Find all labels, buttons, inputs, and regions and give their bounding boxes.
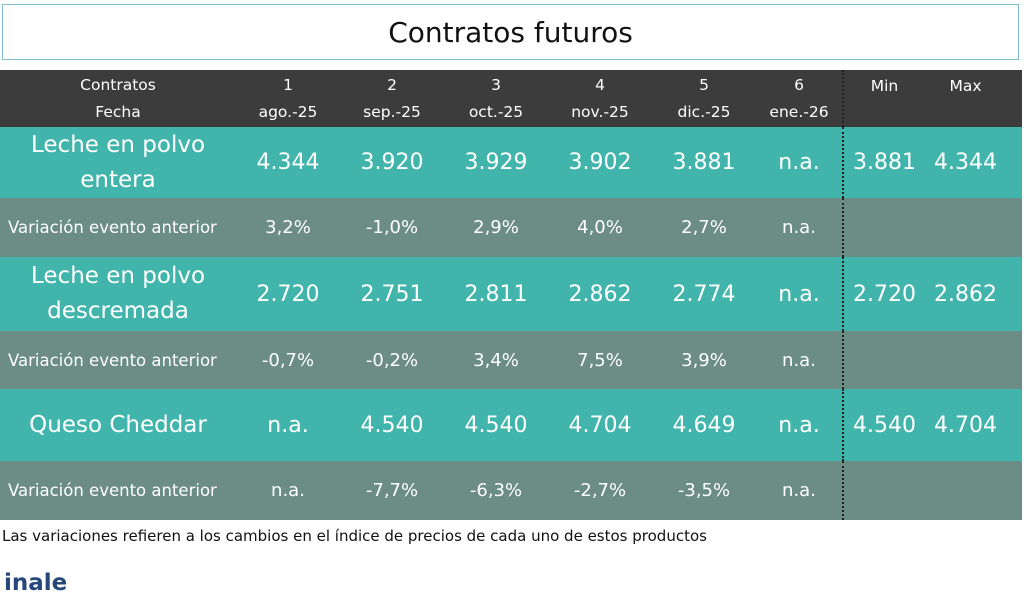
value-cell: 3,9%	[681, 349, 727, 371]
header-event-date: oct.-25	[468, 102, 524, 121]
value-cell: 3.920	[360, 150, 424, 175]
header-max: Max	[925, 70, 1006, 127]
value-cell: n.a.	[271, 480, 305, 501]
row-label: Variación evento anterior	[8, 218, 217, 237]
value-cell: -2,7%	[573, 480, 627, 501]
value-cell: 2.774	[672, 281, 736, 307]
max-cell	[925, 198, 1006, 257]
max-cell	[925, 331, 1006, 389]
header-event-num: 3	[491, 75, 501, 94]
header-event-1: 1 ago.-25	[236, 70, 340, 127]
header-min-label: Min	[870, 77, 899, 95]
value-cell: 4.540	[360, 412, 424, 438]
value-cell: 7,5%	[577, 349, 623, 371]
inale-logo: inale	[4, 570, 68, 596]
header-col-contratos: Contratos Fecha	[0, 70, 236, 127]
value-cell: n.a.	[756, 389, 844, 461]
header-event-date: nov.-25	[571, 102, 629, 121]
min-cell: 2.720	[853, 281, 916, 307]
value-cell: -0,2%	[365, 349, 419, 371]
value-cell: 3.881	[672, 150, 736, 175]
value-cell: 2.720	[256, 281, 320, 307]
value-cell: 2.751	[360, 281, 424, 307]
value-cell: 2,9%	[473, 217, 519, 238]
min-cell	[844, 461, 925, 520]
value-cell: -1,0%	[365, 217, 419, 238]
header-event-3: 3 oct.-25	[444, 70, 548, 127]
value-cell: n.a.	[267, 412, 309, 438]
header-event-num: 2	[387, 75, 397, 94]
value-cell: -7,7%	[365, 480, 419, 501]
header-event-date: sep.-25	[363, 102, 421, 121]
value-cell: 3.929	[464, 150, 528, 175]
min-cell	[844, 331, 925, 389]
header-event-4: 4 nov.-25	[548, 70, 652, 127]
value-cell: 3,4%	[473, 349, 519, 371]
table-row-queso-cheddar: Queso Cheddar n.a. 4.540 4.540 4.704 4.6…	[0, 389, 1022, 461]
header-event-date: ene.-26	[769, 102, 829, 121]
value-cell: n.a.	[756, 331, 844, 389]
max-cell: 4.344	[934, 150, 997, 175]
row-label: Leche en polvo entera	[30, 131, 206, 193]
header-label-fecha: Fecha	[95, 102, 141, 121]
header-event-num: 1	[283, 75, 293, 94]
value-cell: 3,2%	[265, 217, 311, 238]
row-label: Leche en polvo descremada	[30, 263, 206, 324]
header-event-date: ago.-25	[258, 102, 318, 121]
header-event-num: 5	[699, 75, 709, 94]
header-event-6: 6 ene.-26	[756, 70, 844, 127]
value-cell: 2.862	[568, 281, 632, 307]
header-event-5: 5 dic.-25	[652, 70, 756, 127]
header-min: Min	[844, 70, 925, 127]
futures-table: Contratos Fecha 1 ago.-25 2 sep.-25 3 oc…	[0, 70, 1022, 520]
value-cell: 4,0%	[577, 217, 623, 238]
min-cell: 3.881	[853, 150, 916, 175]
value-cell: 4.540	[464, 412, 528, 438]
value-cell: 3.902	[568, 150, 632, 175]
value-cell: -6,3%	[469, 480, 523, 501]
header-event-2: 2 sep.-25	[340, 70, 444, 127]
table-row-leche-descremada: Leche en polvo descremada 2.720 2.751 2.…	[0, 257, 1022, 331]
row-label: Variación evento anterior	[8, 350, 217, 370]
table-row-variacion-descremada: Variación evento anterior -0,7% -0,2% 3,…	[0, 331, 1022, 389]
header-max-label: Max	[949, 77, 982, 95]
header-event-date: dic.-25	[677, 102, 731, 121]
value-cell: 4.344	[256, 150, 320, 175]
value-cell: -0,7%	[261, 349, 315, 371]
header-event-num: 4	[595, 75, 605, 94]
table-row-variacion-cheddar: Variación evento anterior n.a. -7,7% -6,…	[0, 461, 1022, 520]
table-header-row: Contratos Fecha 1 ago.-25 2 sep.-25 3 oc…	[0, 70, 1022, 127]
max-cell: 2.862	[934, 281, 997, 307]
row-label: Variación evento anterior	[8, 481, 217, 500]
value-cell: -3,5%	[677, 480, 731, 501]
row-label: Queso Cheddar	[29, 411, 207, 438]
value-cell: n.a.	[756, 257, 844, 331]
header-event-num: 6	[794, 75, 804, 94]
value-cell: 4.649	[672, 412, 736, 438]
value-cell: n.a.	[756, 461, 844, 520]
max-cell: 4.704	[934, 412, 997, 438]
value-cell: n.a.	[756, 198, 844, 257]
table-row-leche-entera: Leche en polvo entera 4.344 3.920 3.929 …	[0, 127, 1022, 198]
value-cell: 2.811	[464, 281, 528, 307]
value-cell: n.a.	[756, 127, 844, 198]
min-cell	[844, 198, 925, 257]
header-label-contratos: Contratos	[80, 75, 156, 94]
footnote: Las variaciones refieren a los cambios e…	[2, 527, 707, 545]
table-row-variacion-entera: Variación evento anterior 3,2% -1,0% 2,9…	[0, 198, 1022, 257]
min-cell: 4.540	[853, 412, 916, 438]
max-cell	[925, 461, 1006, 520]
value-cell: 2,7%	[681, 217, 727, 238]
value-cell: 4.704	[568, 412, 632, 438]
page-title: Contratos futuros	[2, 4, 1019, 60]
